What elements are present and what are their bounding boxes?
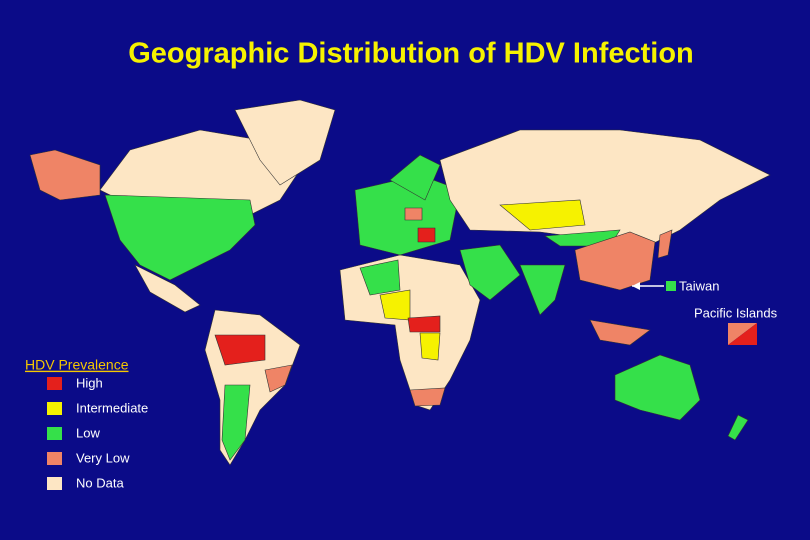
- amazon: [214, 334, 266, 366]
- taiwan-swatch: [666, 281, 676, 291]
- brazil-coast: [264, 364, 293, 393]
- legend-label: Very Low: [76, 450, 130, 465]
- arrow-head: [632, 282, 640, 290]
- legend-swatch: [47, 477, 62, 490]
- india: [519, 264, 566, 316]
- central-europe: [404, 207, 423, 221]
- west-africa: [379, 289, 411, 321]
- middle-east: [459, 244, 521, 301]
- central-asia: [499, 199, 586, 231]
- legend-label: No Data: [76, 475, 124, 490]
- legend-swatch: [47, 402, 62, 415]
- central-africa: [407, 315, 441, 333]
- legend-swatch: [47, 427, 62, 440]
- china: [574, 231, 656, 291]
- legend: High Intermediate Low Very Low No Data: [47, 375, 148, 490]
- congo: [419, 332, 441, 361]
- alaska: [29, 149, 101, 201]
- argentina: [221, 384, 251, 461]
- south-africa: [409, 387, 446, 407]
- legend-title: HDV Prevalence: [25, 357, 129, 373]
- usa: [104, 194, 256, 281]
- north-africa: [359, 259, 401, 296]
- legend-swatch: [47, 452, 62, 465]
- pacific-swatch: [728, 323, 757, 345]
- greenland: [234, 99, 336, 186]
- world-map: [29, 99, 771, 466]
- southeast-asia: [589, 319, 651, 346]
- title: Geographic Distribution of HDV Infection: [128, 38, 694, 70]
- annotation: Taiwan: [679, 278, 719, 293]
- australia: [614, 354, 701, 421]
- japan: [657, 229, 673, 259]
- legend-label: High: [76, 375, 103, 390]
- annotation: Pacific Islands: [694, 305, 778, 320]
- balkans: [417, 227, 436, 243]
- scandinavia: [389, 154, 441, 201]
- legend-label: Low: [76, 425, 100, 440]
- legend-swatch: [47, 377, 62, 390]
- mexico: [134, 264, 201, 313]
- legend-label: Intermediate: [76, 400, 148, 415]
- new-zealand: [727, 414, 749, 441]
